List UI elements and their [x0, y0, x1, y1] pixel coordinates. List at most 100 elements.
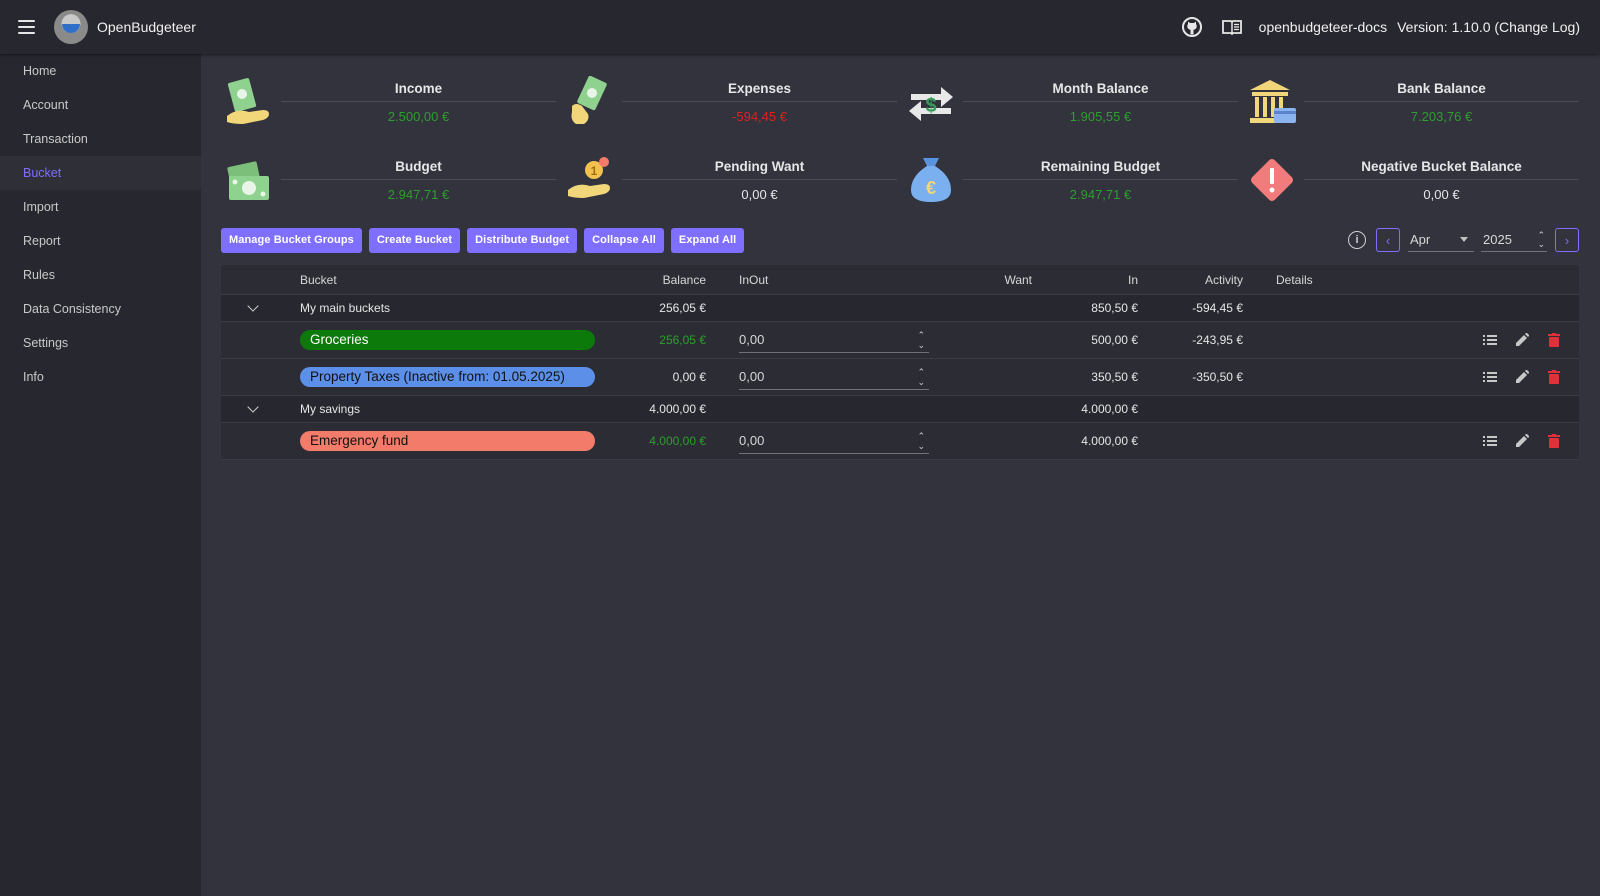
stat-pending-want: 1 Pending Want 0,00 €	[562, 148, 897, 212]
chevron-right-icon[interactable]: ›	[1555, 228, 1579, 252]
bucket-name: Property Taxes (Inactive from: 01.05.202…	[300, 367, 595, 387]
pending-want-icon: 1	[562, 152, 618, 208]
month-value: Apr	[1410, 232, 1431, 247]
sidebar-item-transaction[interactable]: Transaction	[23, 132, 88, 146]
trash-icon[interactable]	[1545, 331, 1563, 349]
bucket-activity: -350,50 €	[1192, 370, 1243, 384]
distribute-budget-button[interactable]: Distribute Budget	[467, 227, 578, 253]
pending-want-label: Pending Want	[622, 159, 897, 180]
group-name: My main buckets	[300, 301, 391, 315]
inout-value: 0,00	[739, 332, 765, 347]
chevron-up-icon[interactable]: ⌃	[917, 366, 925, 377]
inout-stepper[interactable]: ⌃ ⌄	[917, 431, 925, 451]
sidebar-item-report[interactable]: Report	[23, 234, 61, 248]
sidebar-item-settings[interactable]: Settings	[23, 336, 69, 350]
chevron-down-icon[interactable]	[221, 401, 284, 413]
version-link[interactable]: Version: 1.10.0 (Change Log)	[1397, 19, 1580, 35]
income-label: Income	[281, 81, 556, 102]
pencil-icon[interactable]	[1513, 432, 1531, 450]
sidebar-item-import[interactable]: Import	[23, 200, 59, 214]
sidebar-item-rules[interactable]: Rules	[23, 268, 55, 282]
chevron-down-icon[interactable]	[221, 300, 284, 312]
bucket-in: 4.000,00 €	[1081, 434, 1138, 448]
book-icon[interactable]	[1221, 16, 1243, 38]
bucket-in: 350,50 €	[1091, 370, 1138, 384]
header-inout: InOut	[739, 272, 769, 287]
list-icon[interactable]	[1481, 368, 1499, 386]
header-balance: Balance	[662, 272, 706, 287]
header-want: Want	[1004, 272, 1032, 287]
inout-input[interactable]: 0,00 ⌃ ⌄	[739, 428, 929, 454]
stat-month-balance: $ Month Balance 1.905,55 €	[903, 70, 1238, 134]
main-content: Income 2.500,00 € Expenses -594,45 € $ M…	[201, 54, 1600, 896]
chevron-down-icon[interactable]: ⌄	[917, 440, 925, 451]
chevron-up-icon[interactable]: ⌃	[917, 430, 925, 441]
sidebar: Home Account Transaction Bucket Import R…	[0, 54, 201, 896]
chevron-up-icon[interactable]: ⌃	[1537, 229, 1545, 240]
sidebar-item-bucket[interactable]: Bucket	[0, 156, 201, 190]
github-icon[interactable]	[1181, 16, 1203, 38]
year-input[interactable]: 2025 ⌃ ⌄	[1481, 228, 1547, 252]
header-activity: Activity	[1204, 272, 1243, 287]
sidebar-item-info[interactable]: Info	[23, 370, 44, 384]
bucket-activity: -243,95 €	[1192, 333, 1243, 347]
trash-icon[interactable]	[1545, 432, 1563, 450]
bucket-name: Emergency fund	[300, 431, 595, 451]
inout-input[interactable]: 0,00 ⌃ ⌄	[739, 364, 929, 390]
group-in: 4.000,00 €	[1081, 402, 1138, 416]
bucket-balance: 256,05 €	[659, 333, 706, 347]
trash-icon[interactable]	[1545, 368, 1563, 386]
chevron-left-icon[interactable]: ‹	[1376, 228, 1400, 252]
stats-panel: Income 2.500,00 € Expenses -594,45 € $ M…	[221, 70, 1579, 212]
month-select[interactable]: Apr	[1408, 228, 1474, 252]
pending-want-value: 0,00 €	[741, 186, 778, 202]
chevron-up-icon[interactable]: ⌃	[917, 329, 925, 340]
stat-budget: Budget 2.947,71 €	[221, 148, 556, 212]
chevron-down-icon[interactable]: ⌄	[1537, 238, 1545, 249]
remaining-budget-value: 2.947,71 €	[1069, 186, 1132, 202]
expand-all-button[interactable]: Expand All	[670, 227, 745, 253]
expenses-label: Expenses	[622, 81, 897, 102]
bucket-balance: 0,00 €	[672, 370, 706, 384]
header-in: In	[1127, 272, 1138, 287]
sidebar-item-account[interactable]: Account	[23, 98, 69, 112]
group-row: My main buckets 256,05 € 850,50 € -594,4…	[221, 295, 1579, 322]
group-balance: 256,05 €	[659, 301, 706, 315]
list-icon[interactable]	[1481, 432, 1499, 450]
transfer-arrows-icon: $	[903, 74, 959, 130]
manage-bucket-groups-button[interactable]: Manage Bucket Groups	[221, 227, 362, 253]
year-stepper[interactable]: ⌃ ⌄	[1537, 229, 1545, 249]
svg-text:$: $	[925, 95, 936, 117]
menu-icon[interactable]	[18, 15, 42, 39]
inout-stepper[interactable]: ⌃ ⌄	[917, 330, 925, 350]
stat-negative-bucket-balance: Negative Bucket Balance 0,00 €	[1244, 148, 1579, 212]
inout-stepper[interactable]: ⌃ ⌄	[917, 367, 925, 387]
bank-balance-value: 7.203,76 €	[1410, 108, 1473, 124]
collapse-all-button[interactable]: Collapse All	[584, 227, 664, 253]
list-icon[interactable]	[1481, 331, 1499, 349]
bucket-row: Emergency fund 4.000,00 € 0,00 ⌃ ⌄ 4.000,…	[221, 423, 1579, 460]
chevron-down-icon[interactable]: ⌄	[917, 376, 925, 387]
header-details: Details	[1276, 272, 1313, 287]
app-title: OpenBudgeteer	[97, 19, 196, 35]
app-bar: OpenBudgeteer openbudgeteer-docs Version…	[0, 0, 1600, 54]
app-logo	[54, 10, 88, 44]
create-bucket-button[interactable]: Create Bucket	[368, 227, 461, 253]
info-icon[interactable]: i	[1348, 231, 1366, 249]
header-bucket: Bucket	[300, 272, 337, 287]
remaining-budget-label: Remaining Budget	[963, 159, 1238, 180]
bucket-in: 500,00 €	[1091, 333, 1138, 347]
sidebar-item-home[interactable]: Home	[23, 64, 57, 78]
inout-input[interactable]: 0,00 ⌃ ⌄	[739, 327, 929, 353]
money-bag-icon: €	[903, 152, 959, 208]
budget-icon	[221, 152, 277, 208]
pencil-icon[interactable]	[1513, 368, 1531, 386]
budget-label: Budget	[281, 159, 556, 180]
group-in: 850,50 €	[1091, 301, 1138, 315]
sidebar-item-data-consistency[interactable]: Data Consistency	[23, 302, 121, 316]
docs-link[interactable]: openbudgeteer-docs	[1258, 19, 1388, 35]
budget-value: 2.947,71 €	[387, 186, 450, 202]
pencil-icon[interactable]	[1513, 331, 1531, 349]
chevron-down-icon[interactable]: ⌄	[917, 339, 925, 350]
stat-bank-balance: Bank Balance 7.203,76 €	[1244, 70, 1579, 134]
